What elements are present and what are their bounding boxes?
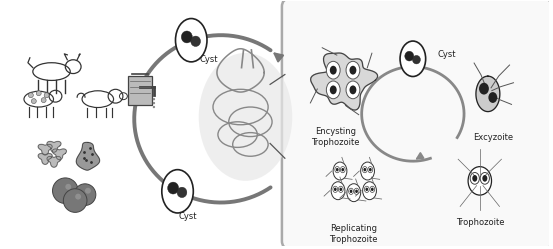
Ellipse shape bbox=[400, 41, 426, 76]
Ellipse shape bbox=[175, 18, 207, 62]
Circle shape bbox=[75, 194, 81, 199]
Circle shape bbox=[36, 91, 41, 96]
Text: Trophozoite: Trophozoite bbox=[456, 218, 504, 227]
Ellipse shape bbox=[363, 182, 377, 200]
Ellipse shape bbox=[191, 36, 201, 47]
Ellipse shape bbox=[480, 173, 489, 184]
Polygon shape bbox=[47, 141, 61, 152]
Ellipse shape bbox=[405, 51, 414, 61]
Polygon shape bbox=[53, 149, 66, 160]
Text: Excyzoite: Excyzoite bbox=[473, 133, 513, 142]
Circle shape bbox=[32, 99, 36, 104]
Circle shape bbox=[41, 98, 46, 103]
Ellipse shape bbox=[361, 162, 374, 180]
Ellipse shape bbox=[468, 167, 492, 195]
Circle shape bbox=[153, 102, 155, 104]
Circle shape bbox=[28, 93, 33, 98]
Ellipse shape bbox=[177, 187, 187, 198]
Ellipse shape bbox=[162, 170, 194, 213]
Polygon shape bbox=[38, 144, 52, 155]
Ellipse shape bbox=[333, 186, 338, 192]
Bar bbox=[128, 75, 152, 105]
Circle shape bbox=[53, 178, 78, 203]
Ellipse shape bbox=[340, 167, 345, 173]
Polygon shape bbox=[38, 154, 52, 164]
Ellipse shape bbox=[354, 188, 359, 194]
Text: Cyst: Cyst bbox=[178, 212, 197, 221]
Ellipse shape bbox=[370, 186, 375, 192]
Ellipse shape bbox=[341, 168, 344, 171]
Circle shape bbox=[85, 188, 91, 194]
Ellipse shape bbox=[199, 53, 292, 181]
Ellipse shape bbox=[340, 187, 342, 191]
Ellipse shape bbox=[482, 175, 487, 182]
Ellipse shape bbox=[346, 81, 360, 99]
Ellipse shape bbox=[472, 175, 477, 182]
Circle shape bbox=[153, 98, 155, 100]
Ellipse shape bbox=[338, 186, 343, 192]
Ellipse shape bbox=[362, 167, 367, 173]
Ellipse shape bbox=[330, 66, 337, 75]
Ellipse shape bbox=[347, 184, 361, 202]
Ellipse shape bbox=[488, 92, 497, 103]
Ellipse shape bbox=[331, 182, 345, 200]
Polygon shape bbox=[476, 76, 500, 112]
Ellipse shape bbox=[336, 168, 338, 171]
Text: Encysting
Trophozoite: Encysting Trophozoite bbox=[311, 127, 359, 147]
Ellipse shape bbox=[363, 168, 366, 171]
Ellipse shape bbox=[371, 187, 374, 191]
Text: Cyst: Cyst bbox=[200, 55, 218, 64]
Ellipse shape bbox=[346, 61, 360, 79]
Ellipse shape bbox=[326, 61, 340, 79]
Ellipse shape bbox=[479, 83, 489, 95]
Polygon shape bbox=[76, 142, 100, 170]
FancyBboxPatch shape bbox=[282, 0, 552, 249]
Circle shape bbox=[153, 106, 155, 108]
Ellipse shape bbox=[349, 66, 356, 75]
Ellipse shape bbox=[349, 85, 356, 94]
Ellipse shape bbox=[369, 168, 372, 171]
Ellipse shape bbox=[168, 182, 179, 194]
Circle shape bbox=[44, 93, 49, 98]
Ellipse shape bbox=[334, 187, 337, 191]
Ellipse shape bbox=[364, 186, 369, 192]
Ellipse shape bbox=[335, 167, 340, 173]
Polygon shape bbox=[47, 156, 61, 167]
Ellipse shape bbox=[333, 162, 347, 180]
Text: Cyst: Cyst bbox=[437, 50, 456, 59]
Polygon shape bbox=[311, 53, 378, 110]
Ellipse shape bbox=[348, 188, 353, 194]
Ellipse shape bbox=[355, 189, 358, 193]
Circle shape bbox=[65, 184, 71, 190]
Text: Replicating
Trophozoite: Replicating Trophozoite bbox=[330, 224, 378, 244]
Ellipse shape bbox=[366, 187, 368, 191]
Circle shape bbox=[64, 189, 87, 212]
Ellipse shape bbox=[330, 85, 337, 94]
Ellipse shape bbox=[470, 173, 479, 184]
Circle shape bbox=[74, 184, 96, 205]
Ellipse shape bbox=[349, 189, 352, 193]
Ellipse shape bbox=[368, 167, 373, 173]
Ellipse shape bbox=[413, 56, 420, 64]
Ellipse shape bbox=[181, 31, 192, 43]
Ellipse shape bbox=[326, 81, 340, 99]
